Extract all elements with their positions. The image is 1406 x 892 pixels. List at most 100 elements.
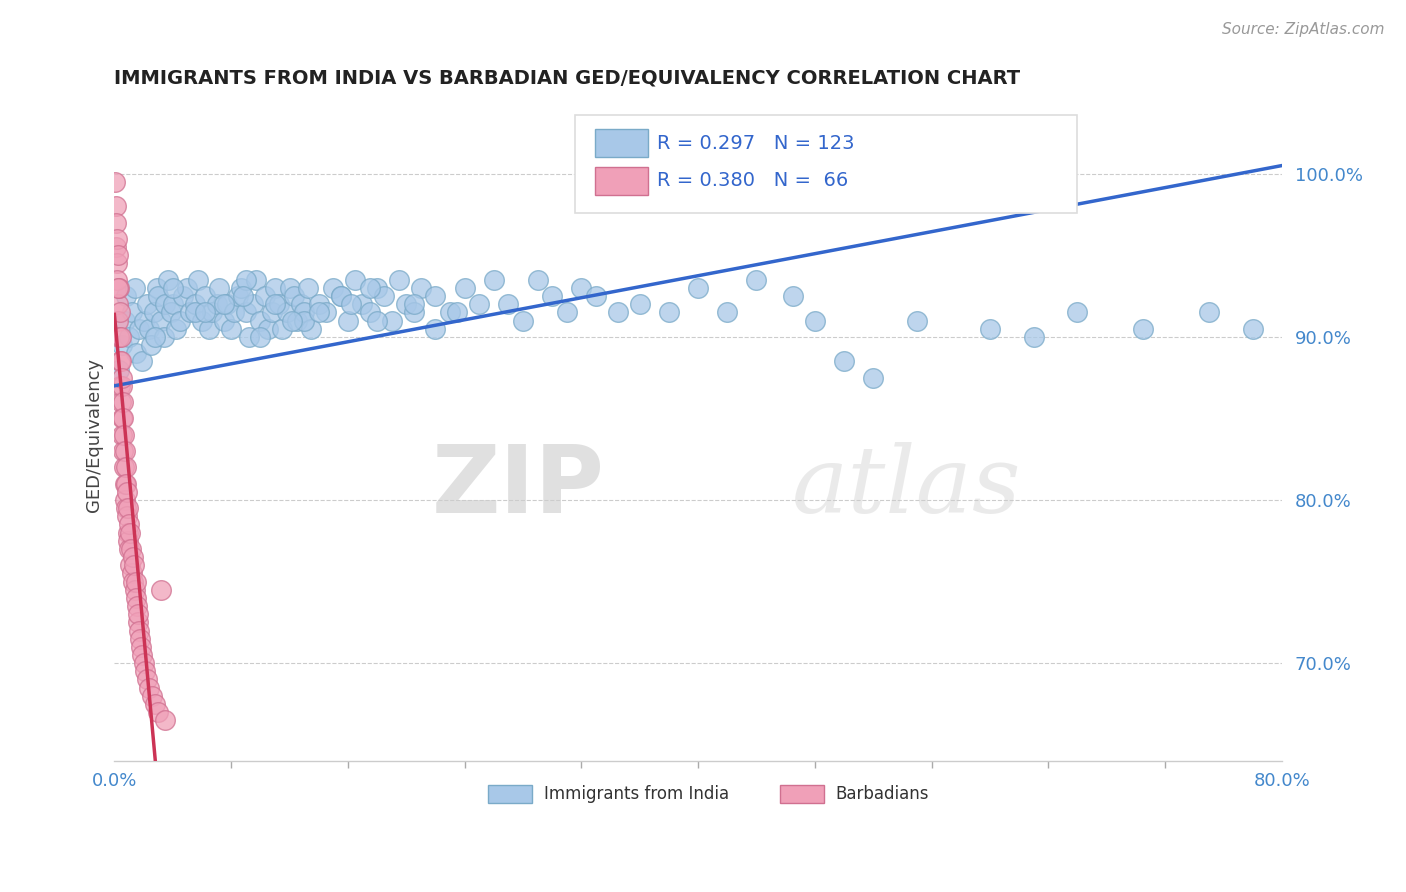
Point <box>782 289 804 303</box>
Point <box>110 395 132 409</box>
Point <box>104 216 127 230</box>
Point <box>278 281 301 295</box>
Point <box>138 681 160 695</box>
Point <box>183 297 205 311</box>
Point <box>585 289 607 303</box>
Point <box>373 289 395 303</box>
Text: ZIP: ZIP <box>432 441 605 533</box>
Point <box>150 313 173 327</box>
Point <box>107 362 129 376</box>
Point <box>117 525 139 540</box>
Point <box>228 289 250 303</box>
Point <box>125 599 148 613</box>
Point <box>526 273 548 287</box>
FancyBboxPatch shape <box>575 115 1077 213</box>
Point <box>127 615 149 630</box>
Point <box>253 289 276 303</box>
Point <box>555 305 578 319</box>
Point <box>128 624 150 638</box>
Point <box>114 444 136 458</box>
Point <box>129 632 152 646</box>
Point <box>832 354 855 368</box>
Point <box>745 273 768 287</box>
Point <box>395 297 418 311</box>
Point <box>172 289 194 303</box>
Point <box>114 476 136 491</box>
Point <box>138 322 160 336</box>
Point <box>606 305 628 319</box>
Point <box>194 289 217 303</box>
Point <box>1066 305 1088 319</box>
Bar <box>595 167 648 194</box>
Point <box>115 501 138 516</box>
Point <box>260 305 283 319</box>
Point <box>366 313 388 327</box>
Point <box>359 305 381 319</box>
Point <box>281 313 304 327</box>
Point <box>402 297 425 311</box>
Point <box>219 322 242 336</box>
Point <box>249 330 271 344</box>
Point <box>242 297 264 311</box>
Point <box>336 313 359 327</box>
Point <box>107 281 129 295</box>
Point <box>299 322 322 336</box>
Point <box>169 313 191 327</box>
Point <box>112 427 135 442</box>
Point <box>905 313 928 327</box>
Point <box>107 330 129 344</box>
Point <box>453 281 475 295</box>
Point <box>162 281 184 295</box>
Point <box>105 232 128 246</box>
Point <box>716 305 738 319</box>
Point <box>425 322 447 336</box>
Point <box>105 273 128 287</box>
Point <box>183 305 205 319</box>
Point <box>115 476 138 491</box>
Point <box>120 558 142 573</box>
Point <box>141 689 163 703</box>
Bar <box>488 785 533 804</box>
Point <box>482 273 505 287</box>
Y-axis label: GED/Equivalency: GED/Equivalency <box>86 358 103 512</box>
Point <box>108 281 131 295</box>
Point <box>132 313 155 327</box>
Point <box>124 574 146 589</box>
Point <box>120 541 142 556</box>
Point <box>292 313 315 327</box>
Point <box>1198 305 1220 319</box>
Point <box>231 281 253 295</box>
Point <box>402 305 425 319</box>
Point <box>118 330 141 344</box>
Point <box>125 346 148 360</box>
Point <box>285 313 308 327</box>
Point <box>329 289 352 303</box>
Point <box>143 330 166 344</box>
Point <box>112 460 135 475</box>
Point <box>201 305 224 319</box>
Point <box>439 305 461 319</box>
Point <box>187 273 209 287</box>
Point <box>117 501 139 516</box>
Point <box>108 305 131 319</box>
Point <box>308 297 330 311</box>
Point <box>283 289 305 303</box>
Point <box>264 297 287 311</box>
Point <box>132 656 155 670</box>
Point <box>148 289 170 303</box>
Point <box>212 313 235 327</box>
Text: Immigrants from India: Immigrants from India <box>544 785 730 804</box>
Point <box>107 313 129 327</box>
Point <box>121 305 143 319</box>
Point <box>658 305 681 319</box>
Text: atlas: atlas <box>792 442 1021 532</box>
Point <box>111 411 134 425</box>
Point <box>329 289 352 303</box>
Point <box>111 395 134 409</box>
Point <box>118 541 141 556</box>
Point <box>124 281 146 295</box>
Point <box>145 281 167 295</box>
Point <box>139 338 162 352</box>
Point <box>292 305 315 319</box>
Point <box>409 281 432 295</box>
